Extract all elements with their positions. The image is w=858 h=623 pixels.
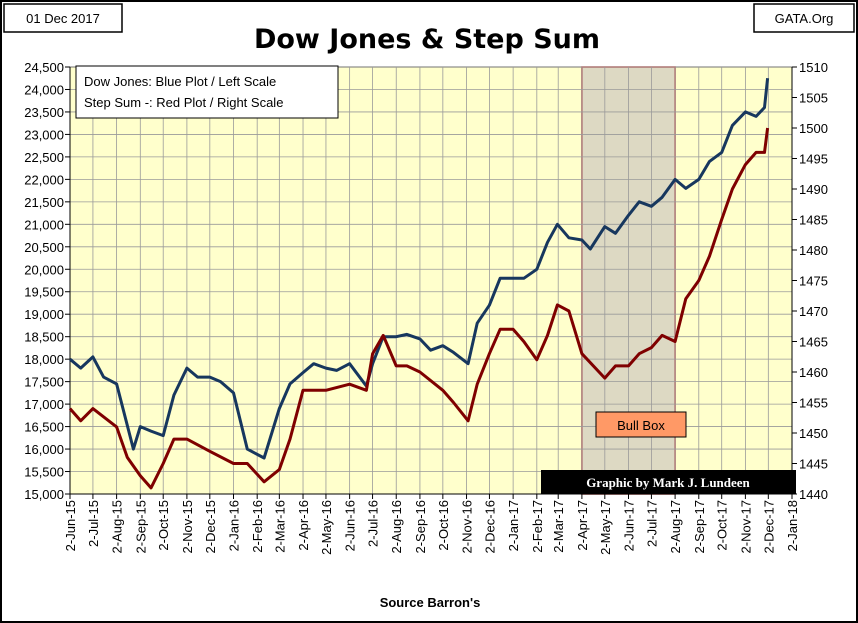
x-tick-label: 2-Oct-15 (156, 500, 171, 551)
x-tick-label: 2-Jun-17 (621, 500, 636, 551)
left-tick-label: 15,500 (24, 465, 64, 480)
left-tick-label: 20,000 (24, 262, 64, 277)
x-tick-label: 2-Nov-17 (738, 500, 753, 553)
left-tick-label: 16,000 (24, 442, 64, 457)
x-tick-label: 2-Mar-16 (272, 500, 287, 553)
step-sum-line (68, 127, 770, 490)
left-tick-label: 18,500 (24, 330, 64, 345)
left-tick-label: 24,000 (24, 82, 64, 97)
left-tick-label: 20,500 (24, 240, 64, 255)
left-tick-label: 23,500 (24, 105, 64, 120)
right-tick-label: 1495 (799, 152, 828, 167)
x-tick-label: 2-Jul-16 (366, 500, 381, 547)
left-tick-label: 23,000 (24, 127, 64, 142)
right-tick-label: 1485 (799, 213, 828, 228)
x-tick-label: 2-Sep-15 (133, 500, 148, 553)
legend-stepsum: Step Sum -: Red Plot / Right Scale (84, 95, 283, 110)
right-tick-label: 1450 (799, 426, 828, 441)
legend: Dow Jones: Blue Plot / Left Scale Step S… (75, 65, 339, 119)
left-tick-label: 15,000 (24, 487, 64, 502)
x-tick-label: 2-Feb-17 (530, 500, 545, 553)
right-tick-label: 1490 (799, 182, 828, 197)
x-tick-label: 2-Jul-17 (644, 500, 659, 547)
date-label: 01 Dec 2017 (26, 11, 100, 26)
left-tick-label: 22,000 (24, 172, 64, 187)
x-tick-label: 2-Apr-17 (575, 500, 590, 551)
right-tick-label: 1475 (799, 274, 828, 289)
x-tick-label: 2-May-16 (319, 500, 334, 555)
right-tick-label: 1465 (799, 335, 828, 350)
left-tick-label: 21,000 (24, 217, 64, 232)
right-axis: 1440 1445 1450 1455 1460 1465 1470 1475 1480 1485… (791, 60, 828, 502)
right-tick-label: 1470 (799, 304, 828, 319)
right-tick-label: 1445 (799, 457, 828, 472)
right-tick-label: 1455 (799, 396, 828, 411)
x-tick-label: 2-Dec-15 (203, 500, 218, 553)
x-tick-label: 2-Mar-17 (551, 500, 566, 553)
site-label: GATA.Org (775, 11, 834, 26)
x-tick-label: 2-Apr-16 (296, 500, 311, 551)
x-tick-label: 2-Jan-17 (506, 500, 521, 551)
x-tick-label: 2-Sep-17 (692, 500, 707, 553)
left-tick-label: 22,500 (24, 150, 64, 165)
x-tick-label: 2-Nov-15 (180, 500, 195, 553)
right-tick-label: 1505 (799, 91, 828, 106)
x-tick-label: 2-Jan-16 (227, 500, 242, 551)
x-tick-label: 2-Jan-18 (785, 500, 800, 551)
bull-box-text: Bull Box (617, 418, 665, 433)
left-tick-label: 17,000 (24, 397, 64, 412)
x-tick-label: 2-Aug-17 (668, 500, 683, 553)
dow-jones-line (69, 78, 770, 460)
credit-text: Graphic by Mark J. Lundeen (586, 475, 750, 490)
left-tick-label: 17,500 (24, 375, 64, 390)
right-tick-label: 1440 (799, 487, 828, 502)
left-tick-label: 16,500 (24, 420, 64, 435)
legend-dow: Dow Jones: Blue Plot / Left Scale (84, 74, 276, 89)
x-tick-label: 2-Jun-15 (63, 500, 78, 551)
x-tick-label: 2-Jun-16 (343, 500, 358, 551)
x-axis-label: Source Barron's (380, 595, 481, 610)
left-tick-label: 19,500 (24, 285, 64, 300)
x-axis: 2-Jun-15 2-Jul-15 2-Aug-15 2-Sep-15 2-Oct-15… (63, 493, 800, 555)
right-tick-label: 1500 (799, 121, 828, 136)
right-tick-label: 1510 (799, 60, 828, 75)
x-tick-label: 2-Aug-15 (110, 500, 125, 553)
site-box: GATA.Org (753, 3, 855, 33)
date-box: 01 Dec 2017 (3, 3, 123, 33)
chart-title: Dow Jones & Step Sum (254, 24, 600, 55)
left-tick-label: 18,000 (24, 352, 64, 367)
x-tick-label: 2-Feb-16 (250, 500, 265, 553)
x-tick-label: 2-Jul-15 (86, 500, 101, 547)
right-tick-label: 1480 (799, 243, 828, 258)
left-axis: 15,000 15,500 16,000 16,500 17,000 17,500 18,0… (24, 60, 71, 502)
x-tick-label: 2-Oct-16 (436, 500, 451, 551)
x-tick-label: 2-Dec-16 (482, 500, 497, 553)
x-tick-label: 2-Oct-17 (715, 500, 730, 551)
left-tick-label: 21,500 (24, 195, 64, 210)
bull-box-label: Bull Box (595, 411, 687, 438)
x-tick-label: 2-Dec-17 (761, 500, 776, 553)
x-tick-label: 2-May-17 (598, 500, 613, 555)
credit-box: Graphic by Mark J. Lundeen (541, 470, 796, 494)
left-tick-label: 19,000 (24, 307, 64, 322)
x-tick-label: 2-Nov-16 (460, 500, 475, 553)
left-tick-label: 24,500 (24, 60, 64, 75)
series-layer (68, 78, 770, 490)
right-tick-label: 1460 (799, 365, 828, 380)
x-tick-label: 2-Sep-16 (413, 500, 428, 553)
x-tick-label: 2-Aug-16 (389, 500, 404, 553)
